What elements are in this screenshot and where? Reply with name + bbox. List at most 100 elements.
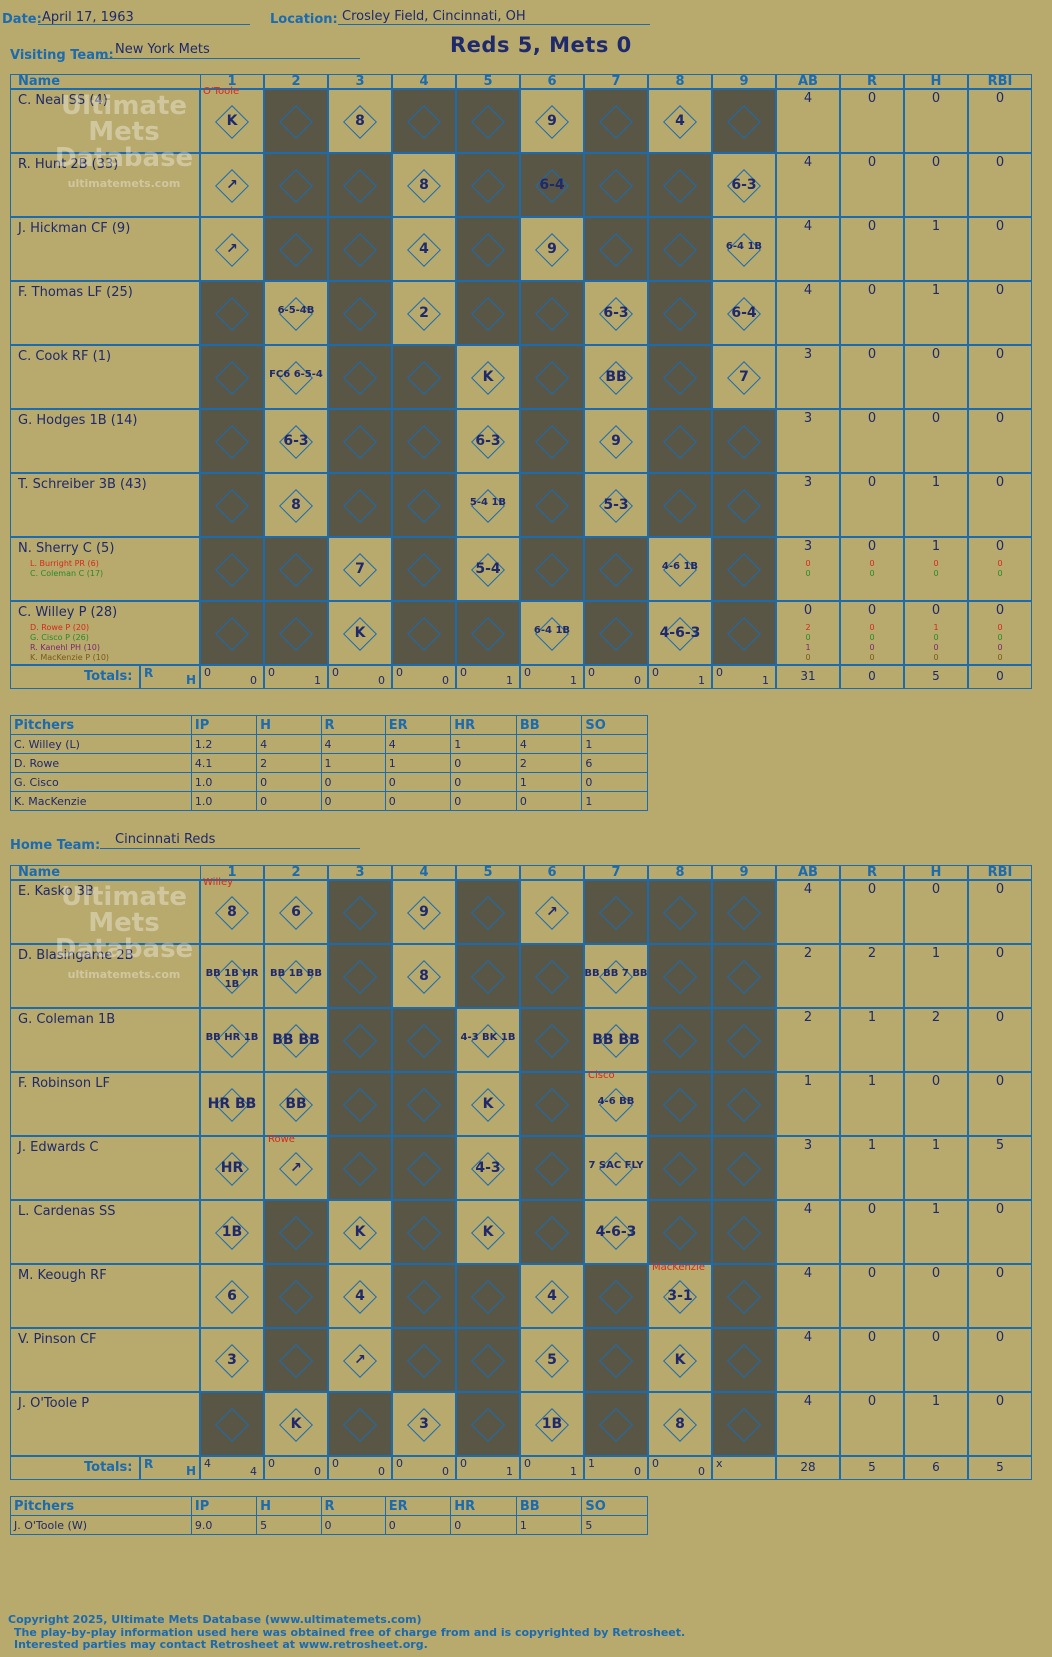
visitor-inning-header-9: 9 bbox=[739, 74, 749, 89]
location-value: Crosley Field, Cincinnati, OH bbox=[342, 9, 526, 24]
home-stat-header-rbi: RBI bbox=[987, 865, 1013, 880]
visitor-play-mark: 4 bbox=[419, 241, 429, 257]
home-inning-cell bbox=[392, 1264, 456, 1328]
home-inning-cell bbox=[200, 1008, 264, 1072]
visitor-pitchers-stat: 0 bbox=[320, 772, 386, 792]
home-inning-cell bbox=[584, 880, 648, 944]
visitor-pitchers-stat: 0 bbox=[320, 791, 386, 811]
visitor-inning-cell bbox=[392, 281, 456, 345]
visitor-stat-r: 0 bbox=[867, 539, 877, 554]
visitor-inning-cell bbox=[456, 537, 520, 601]
visitor-stat-rbi: 0 bbox=[995, 155, 1005, 170]
home-inning-total-r: 0 bbox=[268, 1457, 275, 1470]
home-play-mark: BB BB bbox=[592, 1032, 640, 1048]
visitor-pitchers-header-pitchers: Pitchers bbox=[10, 715, 192, 735]
home-play-mark: HR BB bbox=[207, 1096, 257, 1112]
visitor-pitchers-stat: 0 bbox=[450, 772, 517, 792]
home-inning-cell bbox=[200, 944, 264, 1008]
visitor-inning-cell bbox=[648, 345, 712, 409]
home-inning-header-cell bbox=[264, 865, 328, 880]
visitor-sub-name: K. MacKenzie P (10) bbox=[30, 653, 110, 662]
visitor-inning-cell bbox=[456, 281, 520, 345]
home-inning-cell bbox=[648, 944, 712, 1008]
visitor-pitchers-stat: 0 bbox=[384, 772, 452, 792]
home-inning-cell bbox=[648, 1136, 712, 1200]
home-inning-header-cell bbox=[328, 865, 392, 880]
home-underline bbox=[100, 848, 360, 849]
home-totals-rh-cell bbox=[140, 1456, 200, 1480]
visitor-play-mark: 2 bbox=[419, 305, 429, 321]
home-stat-ab: 2 bbox=[803, 946, 813, 961]
home-pitchers-header-pitchers: Pitchers bbox=[10, 1496, 192, 1516]
visitor-inning-cell bbox=[520, 473, 584, 537]
visitor-inning-cell bbox=[520, 345, 584, 409]
home-play-mark: 4-3 bbox=[475, 1160, 501, 1176]
visitor-stat-cell bbox=[840, 89, 904, 153]
visitor-play-mark: 5-4 1B bbox=[469, 497, 507, 508]
visitor-totals-label: Totals: bbox=[84, 669, 133, 684]
home-play-mark: ↗ bbox=[546, 904, 558, 920]
home-inning-cell bbox=[712, 1264, 776, 1328]
home-play-mark: 8 bbox=[419, 968, 429, 984]
home-stat-cell bbox=[904, 1328, 968, 1392]
home-play-mark: 5 bbox=[547, 1352, 557, 1368]
visitor-inning-cell bbox=[392, 601, 456, 665]
home-stat-header-cell bbox=[968, 865, 1032, 880]
home-stat-h: 2 bbox=[931, 1010, 941, 1025]
home-inning-cell bbox=[520, 944, 584, 1008]
watermark-url: ultimatemets.com bbox=[67, 968, 181, 981]
home-play-mark: BB 1B HR 1B bbox=[205, 968, 259, 990]
home-inning-total-r: 4 bbox=[204, 1457, 211, 1470]
home-inning-header-cell bbox=[200, 865, 264, 880]
home-stat-cell bbox=[776, 944, 840, 1008]
visitor-pitchers-stat: 1 bbox=[320, 753, 386, 773]
visitor-inning-cell bbox=[200, 217, 264, 281]
visitor-inning-cell bbox=[328, 601, 392, 665]
visitor-player-name: C. Willey P (28) bbox=[18, 605, 118, 620]
visitor-inning-cell bbox=[264, 153, 328, 217]
visitor-inning-total-cell bbox=[264, 665, 328, 689]
home-play-mark: 8 bbox=[227, 904, 237, 920]
home-player-name: V. Pinson CF bbox=[18, 1332, 97, 1347]
visitor-stat-rbi: 0 bbox=[995, 603, 1005, 618]
visitor-stat-r: 0 bbox=[867, 219, 877, 234]
home-pitchers-header-r: R bbox=[320, 1496, 386, 1516]
visitor-pitchers-header-er: ER bbox=[384, 715, 452, 735]
visitor-inning-cell bbox=[200, 345, 264, 409]
home-inning-total-h: 0 bbox=[378, 1465, 385, 1478]
home-stat-cell bbox=[968, 1136, 1032, 1200]
visitor-inning-cell bbox=[456, 217, 520, 281]
visitor-stat-header-cell bbox=[840, 74, 904, 89]
home-inning-cell bbox=[520, 1328, 584, 1392]
visitor-pitchers-header-r: R bbox=[320, 715, 386, 735]
home-stat-r: 1 bbox=[867, 1138, 877, 1153]
visitor-inning-header-cell bbox=[648, 74, 712, 89]
home-total-stat: 6 bbox=[932, 1460, 940, 1474]
home-stat-cell bbox=[968, 944, 1032, 1008]
home-stat-cell bbox=[968, 1072, 1032, 1136]
visitor-play-mark: 7 bbox=[355, 561, 365, 577]
home-inning-total-h: 4 bbox=[250, 1465, 257, 1478]
visitor-sub-stat: 0 bbox=[997, 623, 1003, 632]
visitor-stat-rbi: 0 bbox=[995, 475, 1005, 490]
home-inning-total-h: 1 bbox=[570, 1465, 577, 1478]
home-stat-cell bbox=[968, 1008, 1032, 1072]
home-inning-cell bbox=[200, 1072, 264, 1136]
visitor-pitchers-stat: 0 bbox=[581, 772, 648, 792]
visitor-totals-h: H bbox=[186, 673, 197, 687]
visitor-play-mark: 6-4 1B bbox=[725, 241, 763, 252]
visitor-inning-cell bbox=[584, 217, 648, 281]
visitor-play-mark: 5-4 bbox=[475, 561, 501, 577]
home-stat-rbi: 5 bbox=[995, 1138, 1005, 1153]
home-stat-cell bbox=[904, 1136, 968, 1200]
home-inning-total-h: 0 bbox=[314, 1465, 321, 1478]
visitor-inning-cell bbox=[520, 537, 584, 601]
home-inning-header-1: 1 bbox=[227, 865, 237, 880]
visitor-inning-cell bbox=[520, 601, 584, 665]
home-pitchers-header-h: H bbox=[256, 1496, 322, 1516]
home-inning-cell bbox=[648, 1264, 712, 1328]
home-stat-ab: 4 bbox=[803, 1202, 813, 1217]
visitor-inning-cell bbox=[648, 153, 712, 217]
home-inning-cell bbox=[456, 880, 520, 944]
home-stat-ab: 1 bbox=[803, 1074, 813, 1089]
